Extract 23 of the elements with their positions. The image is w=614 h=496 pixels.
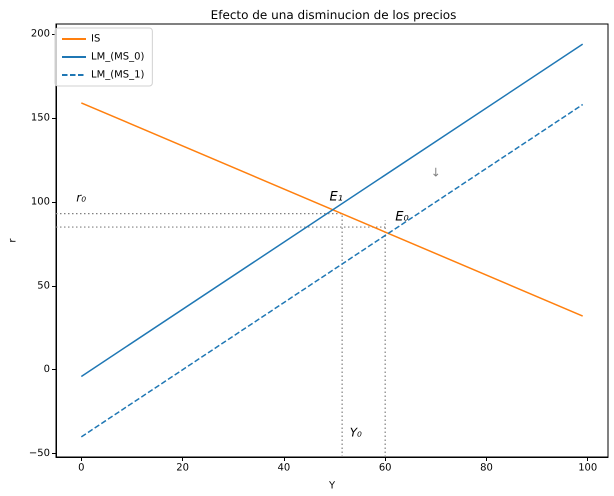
y-tick-label: 150: [30, 112, 50, 124]
legend-label: LM_(MS_1): [91, 70, 144, 80]
annotation: r₀: [76, 190, 86, 205]
x-tick-label: 40: [278, 462, 290, 474]
y-tick-label: 0: [44, 364, 50, 376]
y-tick-label: −50: [28, 448, 50, 460]
y-tick-label: 50: [37, 280, 50, 292]
x-tick-label: 100: [578, 462, 598, 474]
annotation: E₀: [395, 210, 410, 225]
x-tick-label: 60: [378, 462, 392, 474]
x-tick-label: 80: [480, 462, 493, 474]
annotation: ↓: [430, 165, 441, 180]
legend-label: IS: [91, 34, 100, 44]
x-axis-title: Y: [328, 480, 336, 492]
y-axis-title: r: [8, 238, 18, 243]
legend-label: LM_(MS_0): [91, 52, 144, 62]
annotation: E₁: [329, 190, 343, 205]
annotation: Y₀: [350, 426, 362, 440]
x-tick-label: 0: [78, 462, 85, 474]
y-tick-label: 100: [30, 196, 50, 208]
y-tick-label: 200: [30, 28, 50, 40]
chart-title: Efecto de una disminucion de los precios: [210, 8, 456, 22]
x-tick-label: 20: [176, 462, 189, 474]
